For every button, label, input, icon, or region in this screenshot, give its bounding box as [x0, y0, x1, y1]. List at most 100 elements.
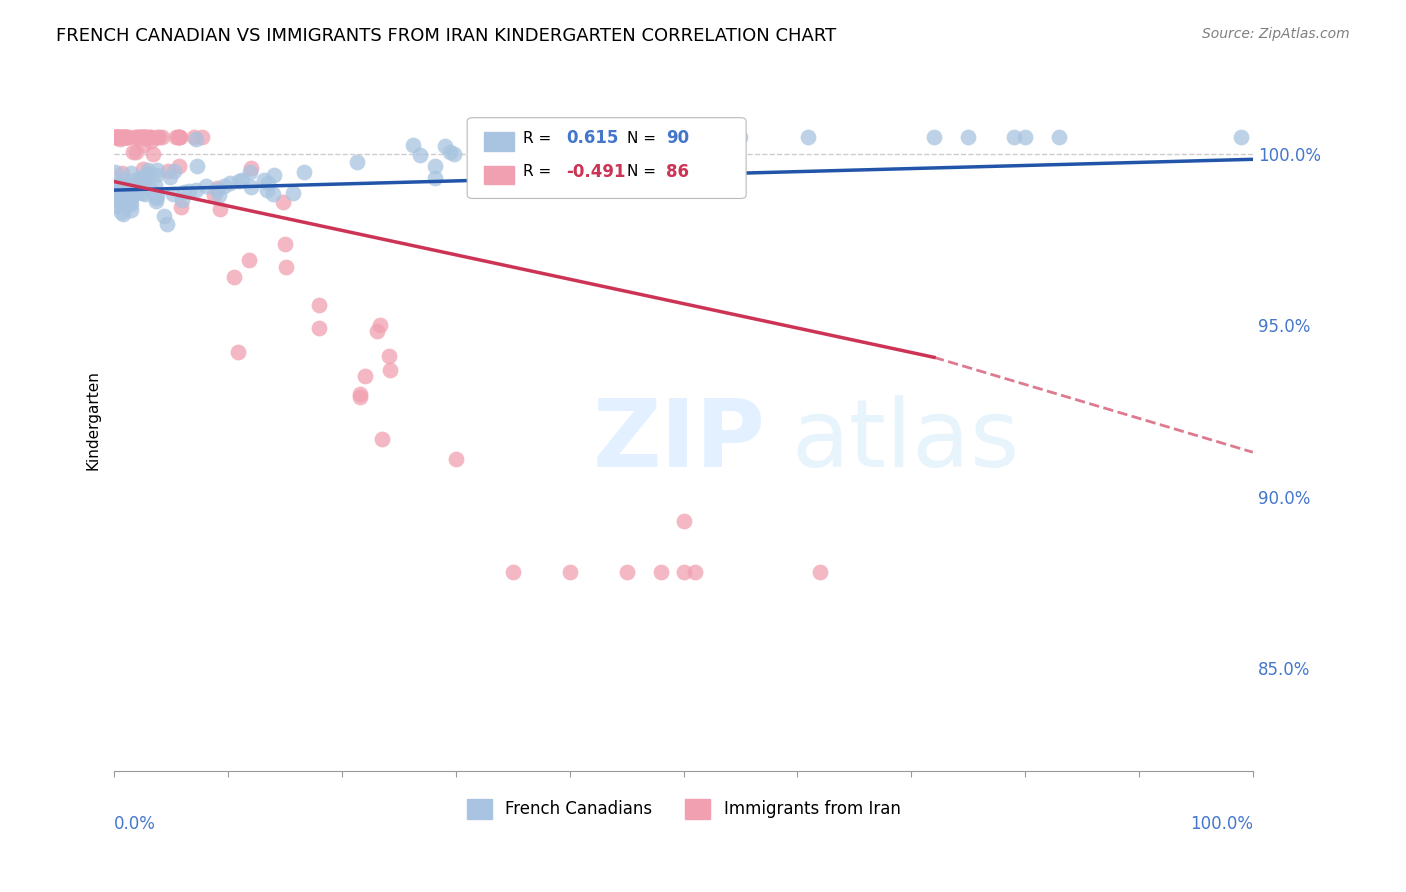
Point	[276, 260, 298, 275]
Point	[146, 189, 169, 203]
Point	[104, 130, 127, 145]
Point	[139, 182, 162, 196]
Point	[127, 130, 149, 145]
Point	[120, 166, 142, 180]
Point	[444, 452, 467, 467]
Point	[165, 130, 187, 145]
Point	[191, 130, 214, 145]
Point	[111, 180, 134, 194]
Point	[115, 130, 138, 145]
Point	[105, 130, 128, 145]
Point	[112, 130, 135, 145]
Point	[170, 200, 193, 214]
Point	[263, 168, 285, 182]
Point	[173, 186, 195, 200]
Point	[371, 432, 394, 446]
Text: 0.0%: 0.0%	[114, 815, 156, 833]
Point	[105, 130, 128, 145]
Point	[111, 130, 134, 145]
Point	[112, 178, 135, 192]
Point	[134, 173, 156, 187]
Point	[443, 147, 465, 161]
Point	[114, 197, 136, 211]
Point	[239, 165, 262, 179]
Point	[110, 130, 132, 145]
Text: ZIP: ZIP	[592, 395, 765, 487]
Point	[409, 148, 432, 162]
Point	[132, 162, 155, 177]
Point	[148, 130, 170, 145]
Point	[186, 184, 208, 198]
Point	[650, 565, 672, 579]
Point	[118, 184, 141, 198]
Point	[184, 132, 207, 146]
Point	[132, 130, 155, 145]
Point	[112, 187, 135, 202]
Point	[122, 130, 145, 145]
Point	[108, 130, 131, 145]
Point	[205, 183, 228, 197]
Point	[115, 130, 138, 145]
Point	[136, 130, 159, 145]
Point	[496, 134, 519, 148]
Point	[145, 194, 167, 208]
Point	[222, 269, 245, 284]
Point	[127, 130, 149, 145]
Text: 90: 90	[666, 129, 689, 147]
Point	[208, 187, 231, 202]
Point	[346, 155, 368, 169]
Point	[167, 130, 190, 145]
Point	[105, 193, 128, 207]
Point	[138, 130, 160, 145]
Point	[112, 207, 135, 221]
Point	[194, 178, 217, 193]
Point	[616, 565, 638, 579]
Point	[145, 169, 167, 183]
Text: N =: N =	[627, 130, 655, 145]
Text: Source: ZipAtlas.com: Source: ZipAtlas.com	[1202, 27, 1350, 41]
Point	[112, 185, 135, 199]
Point	[152, 130, 174, 145]
Point	[179, 184, 201, 198]
Point	[139, 130, 162, 145]
Point	[308, 298, 330, 312]
Point	[159, 169, 181, 184]
Point	[105, 199, 128, 213]
Point	[121, 189, 143, 203]
Point	[169, 130, 191, 145]
Point	[132, 130, 155, 145]
Point	[502, 565, 524, 579]
Point	[672, 565, 695, 579]
Point	[730, 130, 752, 145]
Bar	[484, 166, 513, 185]
Point	[156, 217, 179, 231]
Point	[212, 178, 235, 193]
Point	[808, 565, 831, 579]
Point	[131, 186, 153, 200]
Point	[423, 159, 446, 173]
Point	[274, 237, 297, 252]
Point	[368, 318, 391, 333]
Point	[208, 202, 231, 216]
Text: 86: 86	[666, 162, 689, 181]
Point	[115, 130, 138, 145]
Point	[114, 130, 136, 145]
Point	[162, 187, 184, 202]
Point	[111, 166, 134, 180]
Point	[132, 130, 155, 145]
Point	[136, 168, 159, 182]
Point	[271, 194, 294, 209]
Point	[240, 179, 263, 194]
Point	[378, 363, 401, 377]
Point	[124, 145, 146, 159]
Point	[146, 162, 169, 177]
Point	[134, 186, 156, 201]
Text: -0.491: -0.491	[567, 162, 626, 181]
Point	[108, 188, 131, 202]
Point	[105, 180, 128, 194]
Point	[281, 186, 304, 201]
Legend: French Canadians, Immigrants from Iran: French Canadians, Immigrants from Iran	[460, 792, 907, 826]
Point	[166, 130, 188, 145]
Point	[672, 514, 695, 528]
Point	[134, 130, 156, 145]
